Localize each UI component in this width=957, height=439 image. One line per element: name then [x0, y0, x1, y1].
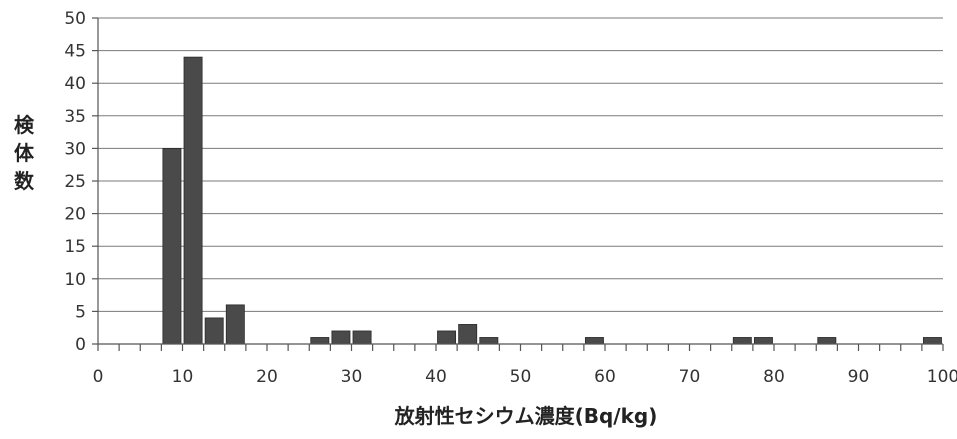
x-tick-label: 70 — [679, 367, 701, 387]
y-axis-title-char: 体 — [14, 141, 35, 165]
bar — [922, 337, 942, 345]
y-tick-label: 10 — [64, 270, 86, 290]
bars — [162, 56, 942, 345]
bar — [817, 337, 837, 345]
axes — [92, 17, 944, 351]
x-tick-label: 30 — [341, 367, 363, 387]
bar — [437, 330, 457, 345]
bar — [204, 317, 224, 345]
bar — [458, 324, 478, 345]
y-tick-label: 35 — [64, 107, 86, 127]
x-tick-label: 40 — [425, 367, 447, 387]
bar — [584, 337, 604, 345]
y-tick-label: 5 — [75, 302, 86, 322]
grid-lines — [98, 17, 943, 312]
x-tick-label: 0 — [93, 367, 104, 387]
y-tick-label: 50 — [64, 9, 86, 29]
x-axis-title: 放射性セシウム濃度(Bq/kg) — [394, 404, 658, 428]
bar — [162, 147, 182, 345]
x-tick-label: 90 — [848, 367, 870, 387]
bar — [479, 337, 499, 345]
y-axis-title-char: 検 — [14, 113, 35, 137]
x-tick-label: 100 — [927, 367, 957, 387]
y-tick-labels: 0 5 10 15 20 25 30 35 40 45 50 — [64, 9, 86, 355]
x-tick-label: 80 — [763, 367, 785, 387]
bar — [331, 330, 351, 345]
x-tick-label: 20 — [256, 367, 278, 387]
y-axis-title: 検体数 — [14, 113, 35, 193]
y-tick-label: 15 — [64, 237, 86, 257]
bar — [225, 304, 245, 345]
bar — [753, 337, 773, 345]
x-tick-label: 50 — [510, 367, 532, 387]
bar — [183, 56, 203, 345]
y-tick-label: 45 — [64, 42, 86, 62]
y-tick-label: 0 — [75, 335, 86, 355]
y-tick-label: 20 — [64, 205, 86, 225]
y-tick-label: 25 — [64, 172, 86, 192]
x-tick-label: 10 — [172, 367, 194, 387]
x-tick-label: 60 — [594, 367, 616, 387]
bar — [310, 337, 330, 345]
x-tick-labels: 0 10 20 30 40 50 60 70 80 90 100 — [93, 367, 957, 387]
bar — [352, 330, 372, 345]
bar — [732, 337, 752, 345]
y-tick-label: 30 — [64, 139, 86, 159]
y-tick-label: 40 — [64, 74, 86, 94]
y-axis-title-char: 数 — [14, 169, 35, 193]
